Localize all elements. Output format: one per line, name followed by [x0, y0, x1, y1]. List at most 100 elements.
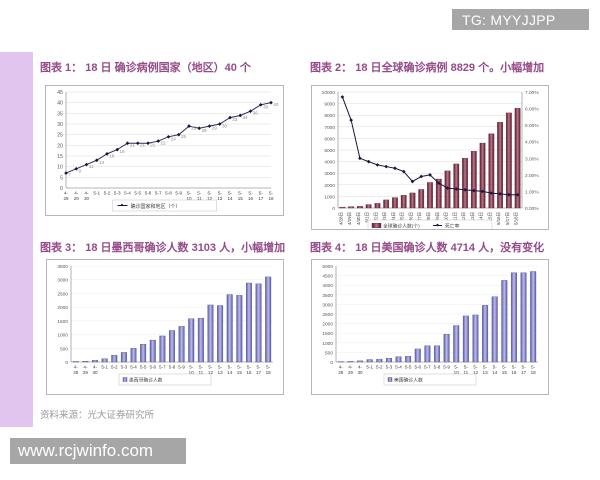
svg-text:16: 16: [109, 153, 115, 158]
svg-text:6000: 6000: [324, 136, 335, 142]
svg-text:4500: 4500: [322, 274, 333, 280]
svg-text:0: 0: [330, 360, 333, 366]
svg-text:21: 21: [130, 143, 136, 148]
svg-text:5-: 5-: [228, 365, 233, 370]
svg-text:14: 14: [227, 196, 233, 201]
svg-text:3500: 3500: [57, 264, 68, 270]
svg-text:500: 500: [60, 346, 68, 352]
svg-text:5-: 5-: [531, 365, 536, 370]
svg-text:0.00%: 0.00%: [525, 206, 539, 212]
svg-text:5-1: 5-1: [101, 365, 108, 370]
svg-text:5-: 5-: [228, 191, 233, 196]
svg-text:21: 21: [150, 143, 156, 148]
svg-text:7000: 7000: [324, 125, 335, 131]
svg-text:5-: 5-: [257, 365, 262, 370]
svg-text:39: 39: [263, 104, 269, 109]
svg-text:5-7: 5-7: [424, 365, 431, 370]
svg-text:4-: 4-: [64, 191, 69, 196]
svg-text:7: 7: [68, 173, 71, 178]
svg-text:4000: 4000: [324, 160, 335, 166]
svg-text:35: 35: [57, 111, 63, 117]
svg-text:4-: 4-: [83, 365, 88, 370]
svg-text:5-9: 5-9: [175, 191, 182, 196]
svg-text:34: 34: [242, 115, 248, 120]
svg-text:500: 500: [325, 350, 333, 356]
svg-text:3500: 3500: [322, 293, 333, 299]
svg-text:13: 13: [217, 196, 223, 201]
svg-text:30: 30: [57, 122, 63, 128]
svg-text:5-: 5-: [208, 365, 213, 370]
svg-text:18: 18: [268, 196, 274, 201]
svg-text:45: 45: [57, 90, 63, 96]
svg-text:墨西哥确诊人数: 墨西哥确诊人数: [129, 376, 163, 383]
svg-text:5-5: 5-5: [140, 365, 147, 370]
svg-text:5-: 5-: [454, 365, 459, 370]
svg-text:5-7: 5-7: [159, 365, 166, 370]
svg-text:5-: 5-: [483, 365, 488, 370]
svg-text:5-: 5-: [189, 365, 194, 370]
svg-text:29: 29: [83, 370, 89, 375]
svg-text:18: 18: [119, 149, 125, 154]
svg-text:确诊国家和地区（个）: 确诊国家和地区（个）: [131, 203, 181, 210]
svg-text:5-: 5-: [237, 365, 242, 370]
svg-text:16: 16: [246, 370, 252, 375]
svg-text:4-: 4-: [84, 191, 89, 196]
svg-text:5-9: 5-9: [178, 365, 185, 370]
svg-text:9: 9: [78, 168, 81, 173]
svg-text:1000: 1000: [324, 194, 335, 200]
svg-text:30: 30: [222, 124, 228, 129]
svg-text:4000: 4000: [322, 283, 333, 289]
svg-text:5-: 5-: [502, 365, 507, 370]
svg-text:6.00%: 6.00%: [525, 107, 539, 113]
svg-text:5-: 5-: [218, 365, 223, 370]
svg-text:10: 10: [57, 165, 63, 171]
svg-text:30: 30: [92, 370, 98, 375]
svg-text:4.00%: 4.00%: [525, 140, 539, 146]
svg-text:3000: 3000: [324, 171, 335, 177]
svg-text:2000: 2000: [57, 305, 68, 311]
svg-text:5-: 5-: [473, 365, 478, 370]
svg-text:29: 29: [212, 126, 218, 131]
svg-text:16: 16: [511, 370, 517, 375]
svg-text:1.00%: 1.00%: [525, 189, 539, 195]
svg-text:5-: 5-: [259, 191, 264, 196]
svg-text:14: 14: [492, 370, 498, 375]
svg-text:3000: 3000: [322, 302, 333, 308]
svg-text:5-: 5-: [248, 191, 253, 196]
svg-text:4-: 4-: [74, 365, 79, 370]
svg-text:5-: 5-: [207, 191, 212, 196]
svg-text:5-6: 5-6: [145, 191, 152, 196]
svg-text:5-: 5-: [238, 191, 243, 196]
svg-text:21: 21: [140, 143, 146, 148]
svg-text:28: 28: [201, 128, 207, 133]
svg-text:美国确诊人数: 美国确诊人数: [394, 376, 423, 383]
svg-text:1000: 1000: [57, 333, 68, 339]
svg-text:死亡率: 死亡率: [445, 222, 460, 229]
svg-text:9000: 9000: [324, 102, 335, 108]
svg-text:28: 28: [63, 196, 69, 201]
svg-text:5-5: 5-5: [405, 365, 412, 370]
svg-text:30: 30: [357, 370, 363, 375]
svg-text:5-6: 5-6: [149, 365, 156, 370]
svg-text:29: 29: [74, 196, 80, 201]
svg-text:10000: 10000: [322, 90, 336, 96]
svg-text:20: 20: [57, 143, 63, 149]
svg-text:5: 5: [60, 175, 63, 181]
svg-text:2000: 2000: [322, 322, 333, 328]
svg-text:5-6: 5-6: [414, 365, 421, 370]
svg-text:0: 0: [65, 360, 68, 366]
svg-text:30: 30: [84, 196, 90, 201]
svg-text:16: 16: [248, 196, 254, 201]
svg-text:18: 18: [531, 370, 537, 375]
svg-text:15: 15: [238, 196, 244, 201]
svg-text:28: 28: [338, 370, 344, 375]
svg-text:0: 0: [60, 186, 63, 192]
svg-text:2000: 2000: [324, 183, 335, 189]
svg-text:5-: 5-: [266, 365, 271, 370]
svg-text:5-: 5-: [464, 365, 469, 370]
svg-text:5-3: 5-3: [386, 365, 393, 370]
svg-text:17: 17: [258, 196, 264, 201]
svg-text:29: 29: [348, 370, 354, 375]
svg-text:4-: 4-: [348, 365, 353, 370]
svg-text:5-7: 5-7: [155, 191, 162, 196]
